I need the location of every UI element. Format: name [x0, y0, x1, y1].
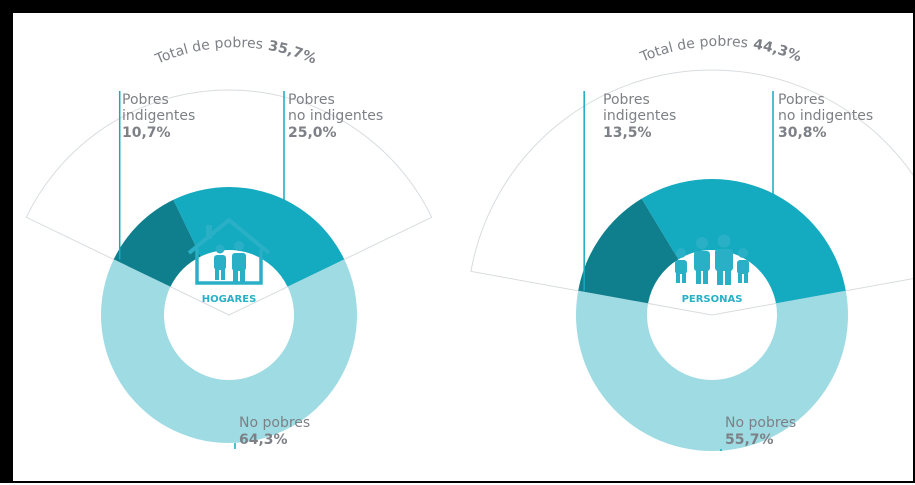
label-no-indigentes-line1: Pobres [778, 92, 825, 108]
value-no-indigentes: 25,0% [288, 125, 337, 141]
label-no-indigentes-line2: no indigentes [288, 108, 383, 124]
label-no-pobres: No pobres [725, 415, 796, 431]
value-no-pobres: 55,7% [725, 432, 774, 448]
label-indigentes-line1: Pobres [122, 92, 169, 108]
slice-pobres-indigentes [113, 199, 201, 287]
total-label-personas: Total de pobres 44,3% [637, 33, 803, 66]
slice-pobres-no-indigentes [173, 187, 345, 287]
label-indigentes-line2: indigentes [603, 108, 676, 124]
house-family-icon [187, 218, 271, 285]
slice-no-pobres [576, 290, 849, 452]
value-indigentes: 13,5% [603, 125, 652, 141]
label-no-pobres: No pobres [239, 415, 310, 431]
center-label-hogares: HOGARES [202, 294, 257, 305]
slice-pobres-no-indigentes [641, 179, 846, 304]
center-label-personas: PERSONAS [682, 294, 743, 305]
value-no-pobres: 64,3% [239, 432, 288, 448]
slice-no-pobres [100, 259, 358, 443]
family-icon [675, 234, 749, 285]
slice-pobres-indigentes [578, 198, 679, 304]
label-indigentes-line2: indigentes [122, 108, 195, 124]
donut-hogares: Total de pobres 35,7% Pobres indigentes … [25, 34, 433, 449]
total-label-hogares: Total de pobres 35,7% [152, 34, 318, 68]
donut-charts: Total de pobres 35,7% Pobres indigentes … [25, 33, 915, 452]
label-no-indigentes-line2: no indigentes [778, 108, 873, 124]
label-no-indigentes-line1: Pobres [288, 92, 335, 108]
value-indigentes: 10,7% [122, 125, 171, 141]
value-no-indigentes: 30,8% [778, 125, 827, 141]
label-indigentes-line1: Pobres [603, 92, 650, 108]
donut-personas: Total de pobres 44,3% Pobres indigentes … [470, 33, 915, 452]
